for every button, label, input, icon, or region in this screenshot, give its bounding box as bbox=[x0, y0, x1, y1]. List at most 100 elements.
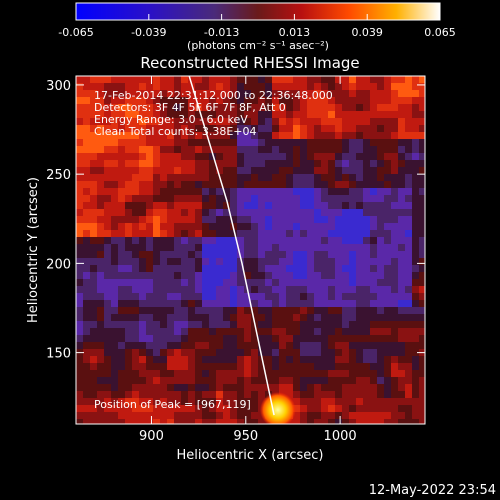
heatmap-cell bbox=[146, 118, 153, 125]
heatmap-cell bbox=[153, 286, 160, 293]
heatmap-cell bbox=[377, 125, 384, 132]
heatmap-cell bbox=[223, 356, 230, 363]
heatmap-cell bbox=[279, 216, 286, 223]
heatmap-cell bbox=[111, 139, 118, 146]
colorbar: -0.065 -0.039 -0.013 0.013 0.039 0.065 (photo… bbox=[58, 2, 456, 52]
heatmap-cell bbox=[328, 118, 335, 125]
heatmap-cell bbox=[279, 132, 286, 139]
heatmap-cell bbox=[307, 258, 314, 265]
heatmap-cell bbox=[342, 90, 349, 97]
heatmap-cell bbox=[83, 398, 90, 405]
heatmap-cell bbox=[195, 279, 202, 286]
heatmap-cell bbox=[412, 230, 419, 237]
heatmap-cell bbox=[419, 125, 425, 132]
heatmap-cell bbox=[265, 195, 272, 202]
heatmap-cell bbox=[405, 286, 412, 293]
heatmap-cell bbox=[279, 223, 286, 230]
heatmap-cell bbox=[258, 83, 265, 90]
heatmap-cell bbox=[405, 419, 412, 424]
heatmap-cell bbox=[349, 384, 356, 391]
heatmap-cell bbox=[398, 265, 405, 272]
heatmap-cell bbox=[97, 132, 104, 139]
heatmap-cell bbox=[412, 412, 419, 419]
heatmap-cell bbox=[118, 244, 125, 251]
heatmap-cell bbox=[139, 146, 146, 153]
heatmap-cell bbox=[258, 230, 265, 237]
heatmap-cell bbox=[111, 195, 118, 202]
heatmap-cell bbox=[300, 307, 307, 314]
heatmap-cell bbox=[230, 300, 237, 307]
heatmap-cell bbox=[181, 356, 188, 363]
heatmap-cell bbox=[370, 188, 377, 195]
heatmap-cell bbox=[237, 384, 244, 391]
heatmap-cell bbox=[188, 265, 195, 272]
heatmap-cell bbox=[202, 76, 209, 83]
heatmap-cell bbox=[356, 237, 363, 244]
heatmap-cell bbox=[230, 279, 237, 286]
heatmap-cell bbox=[83, 405, 90, 412]
heatmap-cell bbox=[412, 251, 419, 258]
heatmap-cell bbox=[251, 230, 258, 237]
heatmap-cell bbox=[195, 111, 202, 118]
heatmap-cell bbox=[167, 209, 174, 216]
heatmap-cell bbox=[111, 125, 118, 132]
heatmap-cell bbox=[230, 321, 237, 328]
heatmap-cell bbox=[97, 118, 104, 125]
heatmap-cell bbox=[370, 349, 377, 356]
heatmap-cell bbox=[412, 237, 419, 244]
heatmap-cell bbox=[139, 272, 146, 279]
heatmap-cell bbox=[265, 209, 272, 216]
heatmap-cell bbox=[412, 293, 419, 300]
heatmap-cell bbox=[132, 314, 139, 321]
heatmap-cell bbox=[146, 419, 153, 424]
heatmap-cell bbox=[132, 391, 139, 398]
heatmap-cell bbox=[412, 118, 419, 125]
heatmap-cell bbox=[216, 237, 223, 244]
heatmap-cell bbox=[293, 202, 300, 209]
heatmap-cell bbox=[356, 209, 363, 216]
heatmap-cell bbox=[412, 223, 419, 230]
heatmap-cell bbox=[209, 181, 216, 188]
heatmap-cell bbox=[209, 286, 216, 293]
heatmap-cell bbox=[356, 349, 363, 356]
heatmap-cell bbox=[125, 237, 132, 244]
heatmap-cell bbox=[286, 111, 293, 118]
heatmap-cell bbox=[258, 181, 265, 188]
heatmap-cell bbox=[419, 363, 425, 370]
heatmap-cell bbox=[370, 230, 377, 237]
heatmap-cell bbox=[153, 314, 160, 321]
heatmap-cell bbox=[314, 307, 321, 314]
heatmap-cell bbox=[300, 195, 307, 202]
heatmap-cell bbox=[370, 272, 377, 279]
heatmap-cell bbox=[419, 279, 425, 286]
heatmap-cell bbox=[104, 391, 111, 398]
heatmap-cell bbox=[286, 216, 293, 223]
heatmap-cell bbox=[349, 188, 356, 195]
heatmap-cell bbox=[146, 202, 153, 209]
heatmap-cell bbox=[209, 391, 216, 398]
heatmap-cell bbox=[258, 195, 265, 202]
heatmap-cell bbox=[139, 307, 146, 314]
heatmap-cell bbox=[223, 272, 230, 279]
heatmap-cell bbox=[251, 384, 258, 391]
heatmap-cell bbox=[377, 223, 384, 230]
heatmap-cell bbox=[321, 146, 328, 153]
heatmap-cell bbox=[76, 335, 83, 342]
heatmap-cell bbox=[209, 356, 216, 363]
heatmap-cell bbox=[412, 405, 419, 412]
heatmap-cell bbox=[202, 111, 209, 118]
y-tick-label: 300 bbox=[46, 79, 71, 94]
heatmap-cell bbox=[412, 300, 419, 307]
heatmap-cell bbox=[104, 216, 111, 223]
heatmap-cell bbox=[76, 321, 83, 328]
heatmap-cell bbox=[83, 370, 90, 377]
heatmap-cell bbox=[195, 370, 202, 377]
heatmap-cell bbox=[321, 83, 328, 90]
heatmap-cell bbox=[370, 237, 377, 244]
heatmap-cell bbox=[342, 251, 349, 258]
heatmap-cell bbox=[258, 286, 265, 293]
heatmap-cell bbox=[314, 181, 321, 188]
heatmap-cell bbox=[146, 377, 153, 384]
heatmap-cell bbox=[272, 342, 279, 349]
heatmap-cell bbox=[139, 209, 146, 216]
